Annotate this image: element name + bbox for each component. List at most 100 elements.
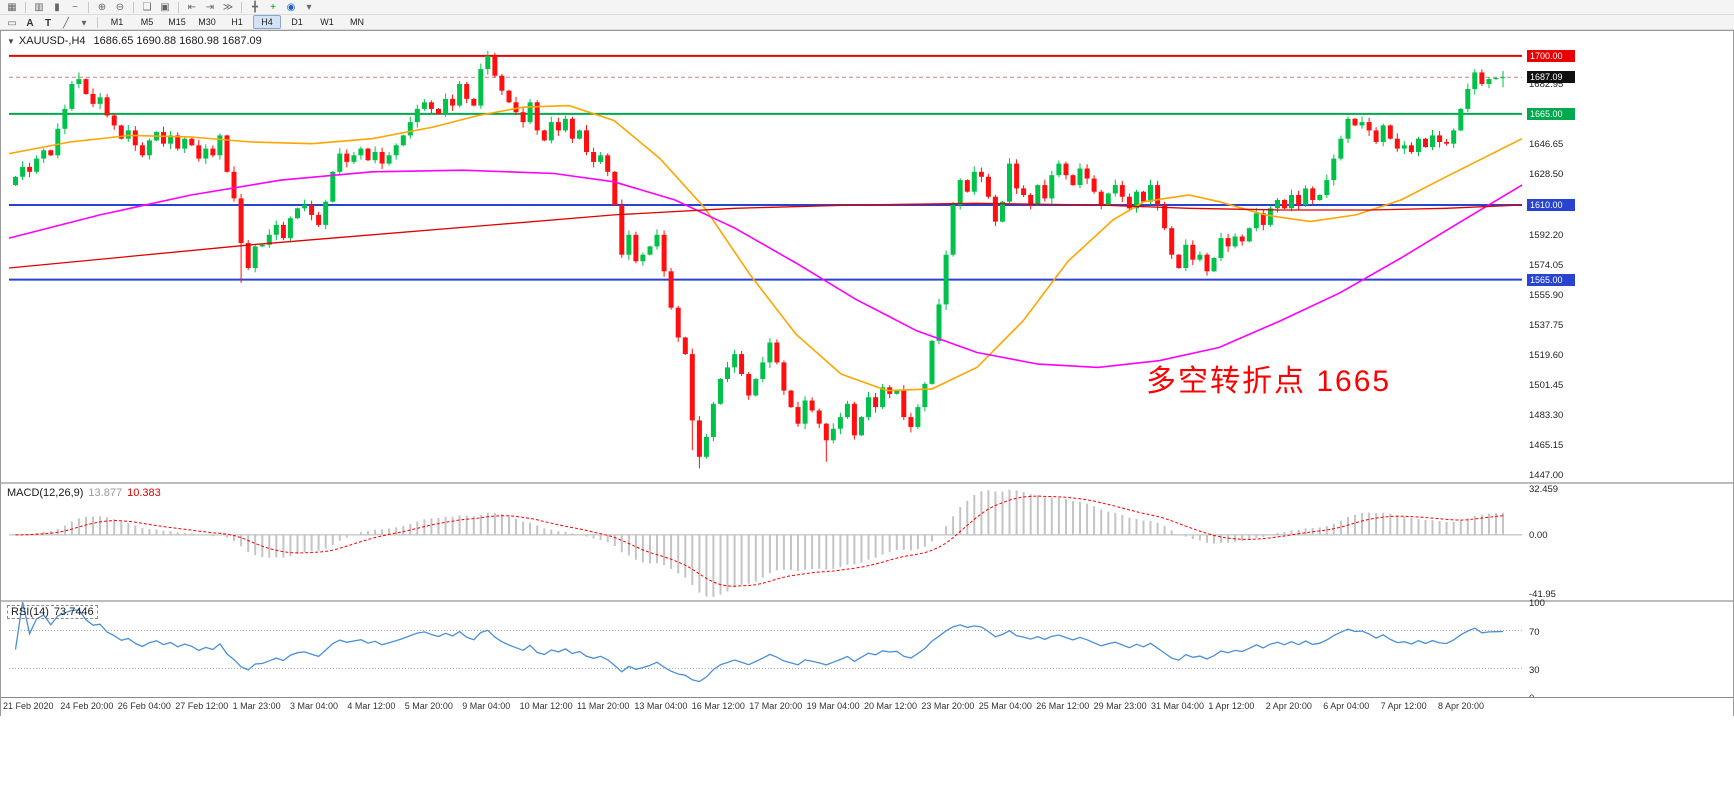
- chart-title: ▼ XAUUSD-,H4 1686.65 1690.88 1680.98 1687.…: [7, 35, 262, 47]
- timeframe-d1[interactable]: D1: [291, 17, 303, 27]
- time-axis-label: 25 Mar 04:00: [978, 701, 1032, 711]
- cascade-windows-icon[interactable]: ▣: [160, 1, 170, 13]
- add-indicator-icon[interactable]: +: [270, 1, 276, 13]
- price-axis-label: 1501.45: [1529, 379, 1564, 391]
- line-chart-icon[interactable]: ~: [72, 1, 78, 13]
- toolbar-separator: [88, 1, 89, 13]
- time-axis-label: 19 Mar 04:00: [806, 701, 860, 711]
- timeframe-w1[interactable]: W1: [320, 17, 334, 27]
- macd-axis-label: 32.459: [1529, 484, 1559, 495]
- chart-window: ▼ XAUUSD-,H4 1686.65 1690.88 1680.98 1687.…: [0, 30, 1734, 716]
- auto-scroll-icon[interactable]: ≫: [222, 1, 234, 13]
- time-axis-label: 10 Mar 12:00: [519, 701, 573, 711]
- selection-tool-icon[interactable]: ▭: [7, 18, 17, 29]
- time-axis-label: 3 Mar 04:00: [290, 701, 339, 711]
- price-axis-label: 1483.30: [1529, 409, 1564, 421]
- timeframe-h1[interactable]: H1: [231, 17, 243, 27]
- text-label-tool[interactable]: A: [26, 18, 34, 29]
- toolbar-separator: [97, 16, 98, 28]
- zoom-out-icon[interactable]: ⊖: [115, 1, 125, 13]
- time-axis-label: 13 Mar 04:00: [634, 701, 688, 711]
- rsi-label[interactable]: RSI(14) 73.7446: [7, 605, 98, 619]
- time-axis-label: 5 Mar 20:00: [404, 701, 453, 711]
- templates-dropdown-icon[interactable]: ▾: [306, 1, 312, 13]
- toolbar-separator: [178, 1, 179, 13]
- time-axis-label: 31 Mar 04:00: [1151, 701, 1205, 711]
- price-level-tag: 1665.00: [1527, 107, 1575, 120]
- timeframe-mn[interactable]: MN: [350, 17, 364, 27]
- price-axis-label: 1537.75: [1529, 319, 1564, 331]
- shapes-dropdown-icon[interactable]: ▾: [81, 18, 87, 29]
- tile-windows-icon[interactable]: ❏: [142, 1, 152, 13]
- chart-annotation-text[interactable]: 多空转折点 1665: [1146, 365, 1392, 398]
- rsi-axis-label: 100: [1529, 598, 1545, 609]
- macd-main-value: 13.877: [88, 487, 123, 499]
- macd-name: MACD(12,26,9): [7, 487, 84, 499]
- price-axis-label: 1628.50: [1529, 169, 1564, 181]
- timeframe-m5[interactable]: M5: [140, 17, 154, 27]
- timeframe-m15[interactable]: M15: [168, 17, 186, 27]
- time-axis-label: 8 Apr 20:00: [1438, 701, 1485, 711]
- price-chart-canvas[interactable]: [1, 31, 1524, 482]
- rsi-axis-label: 70: [1529, 626, 1540, 638]
- macd-axis-label: -41.95: [1529, 589, 1556, 601]
- text-tool[interactable]: T: [44, 18, 52, 29]
- price-level-tag: 1700.00: [1527, 49, 1575, 62]
- scroll-to-end-icon[interactable]: ⇥: [205, 1, 215, 13]
- crosshair-icon[interactable]: ╋: [251, 1, 259, 13]
- toolbar-main: ▦ ▥ ▮ ~ ⊕ ⊖ ❏ ▣ ⇤ ⇥ ≫ ╋ + ◉ ▾: [0, 0, 1734, 15]
- timeframe-m1[interactable]: M1: [110, 17, 124, 27]
- price-axis-label: 1447.00: [1529, 470, 1564, 482]
- rsi-panel[interactable]: RSI(14)73.7446 10070300: [1, 598, 1733, 704]
- time-axis-label: 27 Feb 12:00: [175, 701, 229, 711]
- time-axis-label: 6 Apr 04:00: [1323, 701, 1370, 711]
- macd-panel[interactable]: MACD(12,26,9) 13.877 10.383 32.459 0.00 -41.…: [1, 484, 1733, 600]
- price-panel[interactable]: ▼ XAUUSD-,H4 1686.65 1690.88 1680.98 1687.…: [1, 31, 1733, 482]
- drawing-tools-group: ▭ A T ╱ ▾: [3, 13, 93, 31]
- timeframe-bar: M1 M5 M15 M30 H1 H4 D1 W1 MN: [102, 15, 372, 29]
- price-axis-label: 1519.60: [1529, 349, 1564, 361]
- chart-grid-icon[interactable]: ▦: [7, 1, 17, 13]
- toolbar-separator: [241, 1, 242, 13]
- time-axis-label: 21 Feb 2020: [3, 701, 54, 711]
- candlestick-chart-icon[interactable]: ▮: [54, 1, 60, 13]
- price-axis-label: 1574.05: [1529, 259, 1564, 271]
- panel-divider[interactable]: [1, 482, 1733, 484]
- time-axis-label: 9 Mar 04:00: [462, 701, 511, 711]
- bid-price-tag: 1687.09: [1527, 71, 1575, 84]
- timeframe-m30[interactable]: M30: [198, 17, 216, 27]
- price-axis-label: 1592.20: [1529, 229, 1564, 241]
- time-axis-label: 29 Mar 23:00: [1093, 701, 1147, 711]
- timeframe-h4[interactable]: H4: [253, 15, 281, 29]
- time-axis-label: 23 Mar 20:00: [921, 701, 975, 711]
- zoom-in-icon[interactable]: ⊕: [97, 1, 107, 13]
- panel-divider[interactable]: [1, 600, 1733, 602]
- symbol-timeframe-label: XAUUSD-,H4: [18, 35, 86, 47]
- rsi-chart-canvas[interactable]: [1, 602, 1524, 697]
- time-axis[interactable]: 21 Feb 2020 24 Feb 20:00 26 Feb 04:00 27 Fe…: [1, 697, 1733, 716]
- time-axis-label: 11 Mar 20:00: [577, 701, 630, 711]
- toolbar-separator: [25, 1, 26, 13]
- price-axis-label: 1465.15: [1529, 440, 1564, 451]
- time-axis-label: 1 Mar 23:00: [232, 701, 281, 711]
- info-icon[interactable]: ◉: [286, 1, 296, 13]
- scroll-to-start-icon[interactable]: ⇤: [187, 1, 197, 13]
- rsi-name: RSI(14): [11, 606, 49, 618]
- price-axis-label: 1646.65: [1529, 139, 1564, 151]
- price-axis-label: 1682.95: [1529, 79, 1564, 91]
- ohlc-toggle-icon[interactable]: ▼: [7, 37, 15, 46]
- trendline-tool-icon[interactable]: ╱: [62, 18, 70, 29]
- bars-chart-icon[interactable]: ▥: [34, 1, 44, 13]
- macd-axis-label: 0.00: [1529, 529, 1548, 541]
- rsi-value: 73.7446: [53, 606, 94, 618]
- ohlc-values: 1686.65 1690.88 1680.98 1687.09: [93, 35, 262, 47]
- toolbar-secondary: ▭ A T ╱ ▾ M1 M5 M15 M30 H1 H4 D1 W1 MN: [0, 15, 1734, 30]
- time-axis-label: 4 Mar 12:00: [347, 701, 396, 711]
- macd-axis[interactable]: 32.459 0.00 -41.95: [1526, 484, 1601, 600]
- rsi-axis[interactable]: 10070300: [1526, 598, 1601, 704]
- time-axis-label: 24 Feb 20:00: [60, 701, 114, 711]
- time-axis-label: 16 Mar 12:00: [691, 701, 745, 711]
- price-axis[interactable]: 1682.951664.801646.651628.501610.351592.…: [1526, 31, 1601, 482]
- macd-chart-canvas[interactable]: [1, 484, 1524, 600]
- time-axis-label: 2 Apr 20:00: [1265, 701, 1312, 711]
